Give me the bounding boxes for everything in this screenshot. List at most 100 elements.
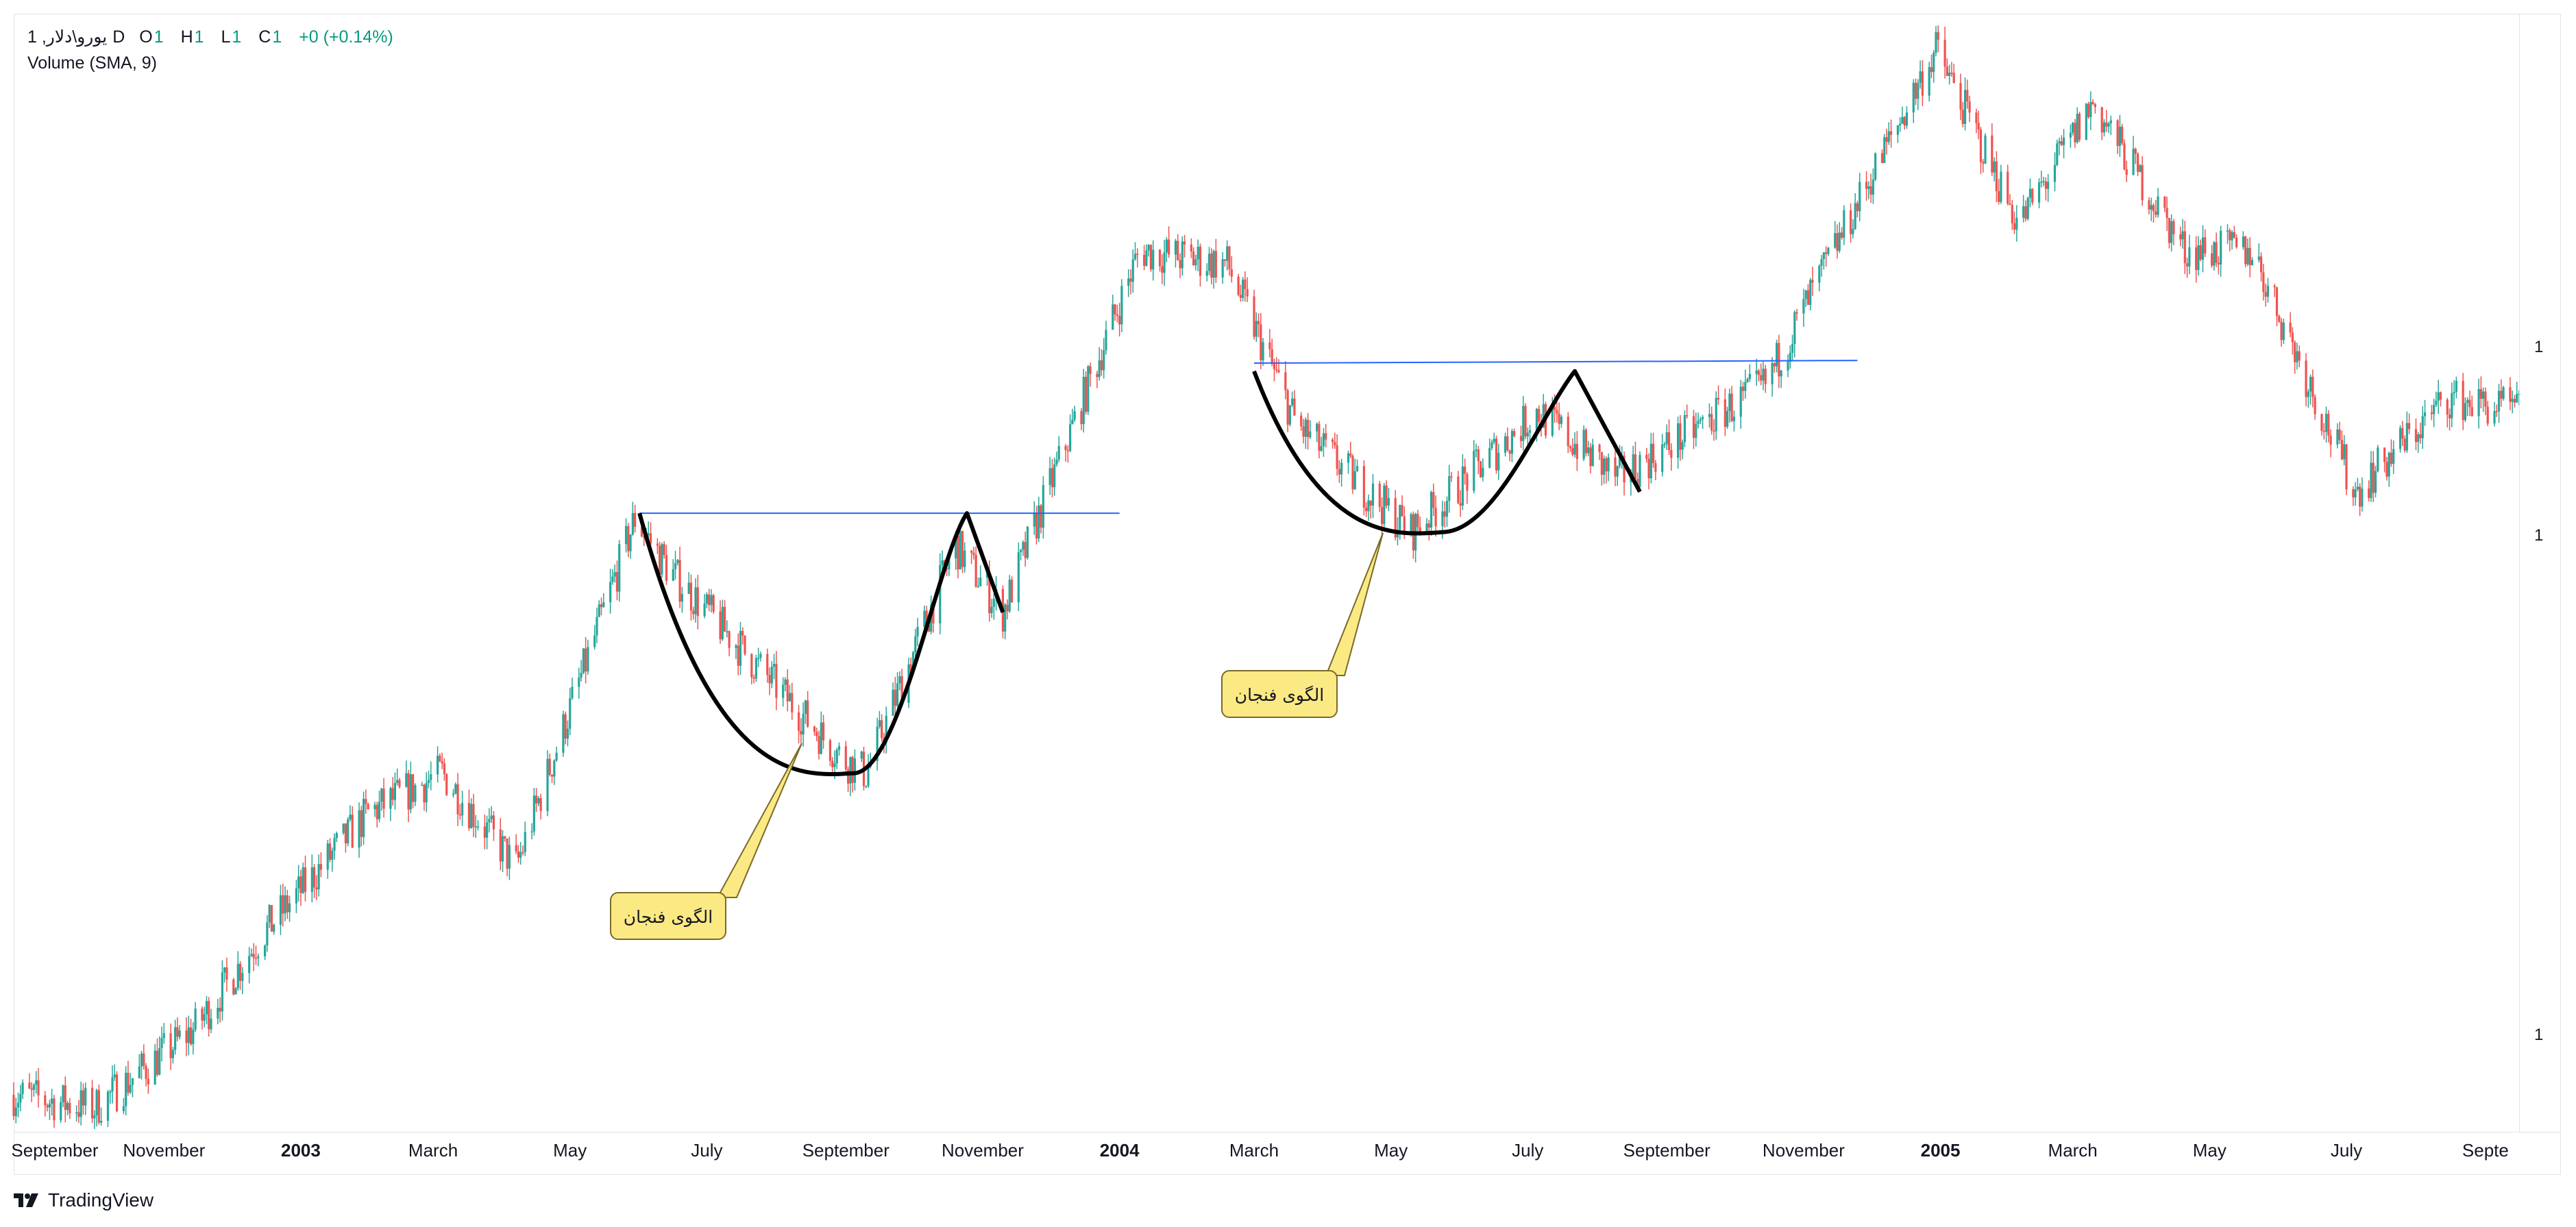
- candle-body: [1133, 253, 1137, 260]
- candle-body: [326, 843, 329, 870]
- candle-body: [1257, 321, 1260, 325]
- candle-body: [2042, 181, 2045, 183]
- candle-body: [1394, 498, 1397, 538]
- candle-body: [1859, 182, 1861, 212]
- candle-body: [1221, 259, 1224, 278]
- candle-body: [1935, 32, 1937, 53]
- candle-body: [1017, 552, 1020, 603]
- candle-body: [1441, 511, 1444, 527]
- candle-body: [1959, 83, 1962, 110]
- candle-body: [1991, 135, 1994, 173]
- candle-body: [1504, 436, 1507, 453]
- candle-body: [2399, 427, 2402, 449]
- candle-body: [1820, 259, 1823, 266]
- time-label-month: November: [941, 1140, 1024, 1161]
- candle-body: [430, 774, 432, 780]
- cup-pattern-callout[interactable]: الگوی فنجان: [610, 892, 726, 940]
- candle-body: [1584, 430, 1588, 454]
- candle-body: [2307, 391, 2309, 397]
- candle-body: [1708, 414, 1711, 417]
- candle-body: [360, 810, 363, 837]
- candle-body: [1827, 247, 1830, 254]
- candle-body: [661, 544, 663, 575]
- candle-body: [2220, 230, 2222, 264]
- candle-body: [752, 677, 755, 679]
- candle-body: [2451, 393, 2453, 419]
- candle-body: [2132, 149, 2135, 175]
- candle-body: [393, 782, 397, 800]
- candle-body: [1764, 369, 1767, 384]
- candle-body: [1993, 161, 1996, 173]
- candle-body: [1838, 232, 1841, 251]
- candle-body: [1933, 52, 1935, 73]
- candle-body: [2060, 141, 2063, 145]
- candle-body: [2102, 122, 2106, 133]
- candle-body: [1899, 123, 1902, 126]
- candle-body: [831, 760, 834, 767]
- time-label-month: Septe: [2462, 1140, 2509, 1161]
- footer[interactable]: TradingView: [14, 1189, 154, 1211]
- candle-body: [602, 602, 605, 608]
- candle-body: [238, 963, 242, 981]
- candle-body: [737, 645, 739, 666]
- candle-body: [1309, 431, 1312, 438]
- candle-body: [1443, 511, 1446, 517]
- candle-body: [1840, 232, 1843, 238]
- candle-body: [712, 595, 715, 612]
- candle-body: [593, 635, 596, 647]
- candle-body: [735, 645, 737, 648]
- candle-body: [1416, 514, 1419, 528]
- candle-body: [351, 815, 354, 848]
- candle-body: [1320, 446, 1323, 451]
- candle-body: [2170, 221, 2173, 243]
- high-value: 1: [194, 27, 204, 47]
- candle-body: [1977, 123, 1980, 130]
- candle-body: [1340, 462, 1343, 475]
- candle-body: [1914, 82, 1917, 99]
- candle-body: [634, 512, 637, 528]
- candle-body: [2013, 223, 2016, 230]
- candle-body: [1262, 342, 1264, 360]
- candle-body: [2403, 438, 2406, 451]
- candle-body: [1275, 369, 1278, 371]
- candle-body: [1995, 161, 1998, 192]
- volume-legend[interactable]: Volume (SMA, 9): [27, 51, 162, 75]
- candle-body: [131, 1078, 134, 1085]
- candle-body: [1069, 424, 1072, 451]
- candle-body: [16, 1102, 20, 1108]
- candle-body: [21, 1082, 24, 1094]
- candle-body: [1670, 449, 1673, 458]
- candle-body: [972, 552, 975, 556]
- candle-body: [833, 763, 836, 767]
- candle-body: [1199, 247, 1202, 276]
- candle-body: [423, 784, 426, 803]
- candle-body: [1024, 542, 1027, 558]
- candle-body: [169, 1033, 172, 1058]
- cup-pattern-callout[interactable]: الگوی فنجان: [1221, 670, 1338, 718]
- candle-body: [109, 1091, 112, 1093]
- candle-body: [295, 888, 298, 904]
- candle-body: [66, 1102, 69, 1111]
- candle-body: [757, 658, 760, 659]
- candle-body: [1661, 444, 1664, 472]
- volume-label[interactable]: Volume (SMA, 9): [27, 53, 157, 73]
- candle-body: [2069, 132, 2072, 138]
- symbol-legend[interactable]: 1 ,یورو\دلار D O1 H1 L1 C1 +0 (+0.14%): [27, 25, 399, 49]
- candle-body: [692, 610, 695, 615]
- candle-body: [270, 905, 273, 932]
- price-axis-divider: [2519, 14, 2520, 1132]
- candle-body: [2289, 322, 2292, 333]
- candle-body: [846, 769, 850, 784]
- candle-body: [145, 1065, 147, 1079]
- symbol-name[interactable]: 1 ,یورو\دلار: [27, 27, 108, 47]
- chart-pane[interactable]: [14, 14, 2561, 1175]
- candle-body: [79, 1090, 82, 1117]
- candle-body: [64, 1085, 66, 1111]
- candle-body: [2437, 392, 2440, 401]
- candle-body: [1430, 492, 1433, 528]
- candle-body: [2311, 377, 2314, 397]
- candle-body: [421, 784, 424, 786]
- candle-body: [2094, 103, 2096, 108]
- candle-body: [205, 1001, 208, 1015]
